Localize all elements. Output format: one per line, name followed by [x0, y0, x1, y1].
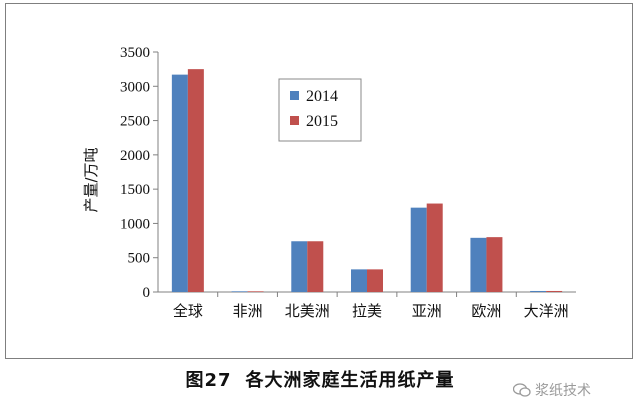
legend: 2014 2015 [278, 78, 362, 142]
bars [171, 69, 563, 293]
watermark-text: 浆纸技术 [535, 383, 591, 399]
bar-2015-3 [367, 269, 383, 292]
y-axis-ticks: 0 500 1000 1500 2000 2500 3000 3500 [120, 45, 158, 301]
x-category-label: 亚洲 [412, 302, 442, 320]
x-category-label: 大洋洲 [524, 302, 569, 320]
legend-label-2015: 2015 [306, 113, 338, 130]
bar-2014-2 [291, 241, 308, 292]
bar-2014-5 [470, 237, 487, 292]
bar-2014-1 [231, 291, 248, 292]
chart-axes [157, 52, 576, 293]
bar-2014-4 [410, 207, 427, 292]
legend-swatch-2014 [290, 91, 299, 100]
figure-number: 图27 [185, 370, 232, 391]
wechat-icon [513, 383, 531, 397]
x-category-label: 欧洲 [471, 302, 501, 320]
bar-2015-1 [247, 291, 264, 292]
y-axis-label: 产量/万吨 [82, 147, 100, 212]
x-category-label: 拉美 [352, 302, 382, 320]
bar-2015-4 [426, 203, 443, 292]
bar-2015-0 [187, 69, 204, 293]
bar-2014-6 [530, 290, 547, 292]
y-tick-label: 1500 [120, 182, 150, 198]
x-category-label: 非洲 [233, 302, 263, 320]
y-tick-label: 2500 [120, 114, 150, 130]
figure-title: 各大洲家庭生活用纸产量 [245, 370, 455, 391]
y-tick-label: 3500 [120, 45, 150, 61]
bar-2015-2 [307, 241, 324, 292]
legend-label-2014: 2014 [306, 88, 338, 105]
figure-caption: 图27 各大洲家庭生活用纸产量 [0, 366, 640, 392]
y-tick-label: 1000 [120, 216, 150, 232]
y-tick-label: 500 [128, 251, 151, 267]
x-axis-categories: 全球 非洲 北美洲 拉美 亚洲 欧洲 大洋洲 [173, 292, 569, 320]
y-tick-label: 2000 [120, 148, 150, 164]
bar-2015-5 [486, 237, 503, 292]
y-tick-label: 0 [143, 285, 151, 301]
x-category-label: 全球 [173, 302, 203, 320]
bar-chart: 0 500 1000 1500 2000 2500 3000 3500 全球 非洲 北美洲 拉美 亚洲… [82, 45, 576, 320]
bar-2014-3 [351, 269, 367, 292]
chart-frame: 0 500 1000 1500 2000 2500 3000 3500 全球 非洲 北美洲 拉美 亚洲… [5, 3, 633, 359]
legend-swatch-2015 [290, 116, 299, 125]
legend-box [278, 78, 362, 142]
bar-2015-6 [546, 290, 563, 292]
y-tick-label: 3000 [120, 79, 150, 95]
bar-2014-0 [171, 74, 188, 292]
watermark: 浆纸技术 [513, 380, 591, 400]
x-category-label: 北美洲 [285, 302, 330, 320]
